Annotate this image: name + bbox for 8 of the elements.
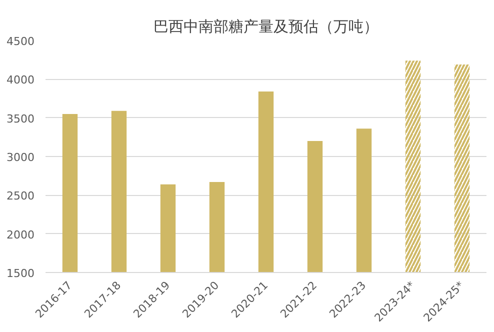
chart-title: 巴西中南部糖产量及预估（万吨） xyxy=(154,18,378,36)
y-tick-label: 1500 xyxy=(6,267,35,280)
y-tick-label: 4500 xyxy=(6,35,35,48)
y-tick-label: 3000 xyxy=(6,151,35,164)
y-tick-label: 3500 xyxy=(6,112,35,126)
y-tick-label: 2000 xyxy=(6,228,35,242)
y-tick-label: 2500 xyxy=(6,190,35,203)
y-tick-label: 4000 xyxy=(6,74,35,87)
